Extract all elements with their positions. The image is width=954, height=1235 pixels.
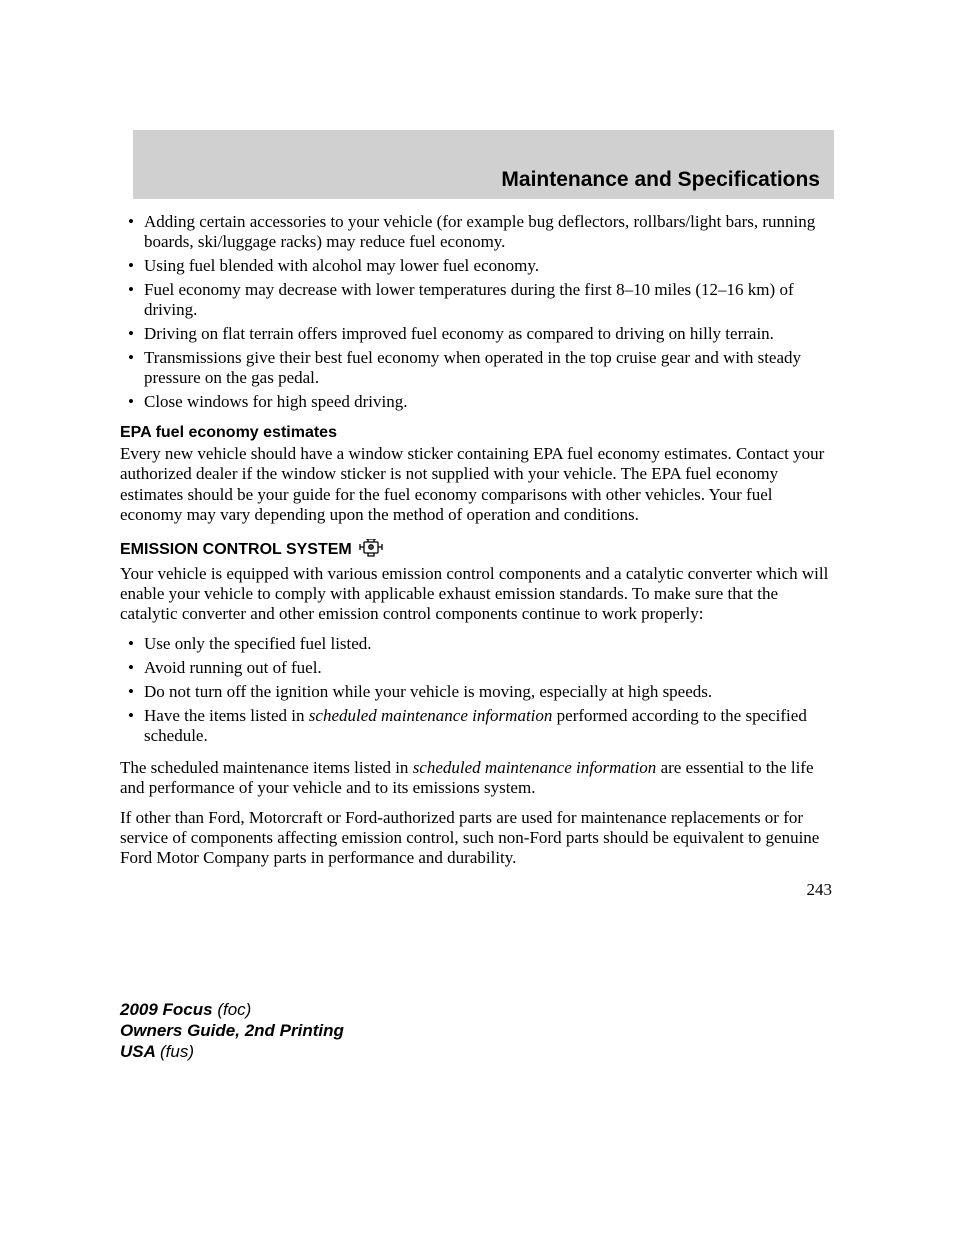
page-number: 243 bbox=[120, 880, 834, 900]
list-item: Transmissions give their best fuel econo… bbox=[120, 348, 834, 388]
footer-line1: 2009 Focus (foc) bbox=[120, 1000, 834, 1021]
para-text: The scheduled maintenance items listed i… bbox=[120, 758, 413, 777]
list-item: Close windows for high speed driving. bbox=[120, 392, 834, 412]
footer-bold: USA bbox=[120, 1042, 160, 1061]
emission-list: Use only the specified fuel listed. Avoi… bbox=[120, 634, 834, 746]
list-item: Have the items listed in scheduled maint… bbox=[120, 706, 834, 746]
bullet-text: Use only the specified fuel listed. bbox=[144, 634, 372, 653]
section-title: Maintenance and Specifications bbox=[501, 168, 820, 192]
list-item: Driving on flat terrain offers improved … bbox=[120, 324, 834, 344]
list-item: Fuel economy may decrease with lower tem… bbox=[120, 280, 834, 320]
emission-intro: Your vehicle is equipped with various em… bbox=[120, 564, 834, 624]
list-item: Avoid running out of fuel. bbox=[120, 658, 834, 678]
footer-italic: (foc) bbox=[217, 1000, 251, 1019]
bullet-italic: scheduled maintenance information bbox=[309, 706, 553, 725]
list-item: Do not turn off the ignition while your … bbox=[120, 682, 834, 702]
epa-paragraph: Every new vehicle should have a window s… bbox=[120, 444, 834, 524]
epa-heading: EPA fuel economy estimates bbox=[120, 424, 834, 442]
bullet-text: Have the items listed in bbox=[144, 706, 309, 725]
footer-line2: Owners Guide, 2nd Printing bbox=[120, 1021, 834, 1042]
emission-para3: If other than Ford, Motorcraft or Ford-a… bbox=[120, 808, 834, 868]
bullet-text: Avoid running out of fuel. bbox=[144, 658, 322, 677]
footer-bold: 2009 Focus bbox=[120, 1000, 217, 1019]
footer-block: 2009 Focus (foc) Owners Guide, 2nd Print… bbox=[120, 1000, 834, 1062]
engine-icon bbox=[358, 539, 384, 562]
section-header-bar: Maintenance and Specifications bbox=[133, 130, 834, 199]
document-page: Maintenance and Specifications Adding ce… bbox=[0, 0, 954, 1122]
footer-italic: (fus) bbox=[160, 1042, 194, 1061]
footer-line3: USA (fus) bbox=[120, 1042, 834, 1063]
emission-heading-row: EMISSION CONTROL SYSTEM bbox=[120, 539, 834, 562]
bullet-text: Do not turn off the ignition while your … bbox=[144, 682, 712, 701]
list-item: Use only the specified fuel listed. bbox=[120, 634, 834, 654]
fuel-economy-list: Adding certain accessories to your vehic… bbox=[120, 212, 834, 412]
emission-para2: The scheduled maintenance items listed i… bbox=[120, 758, 834, 798]
para-italic: scheduled maintenance information bbox=[413, 758, 657, 777]
list-item: Using fuel blended with alcohol may lowe… bbox=[120, 256, 834, 276]
list-item: Adding certain accessories to your vehic… bbox=[120, 212, 834, 252]
emission-heading: EMISSION CONTROL SYSTEM bbox=[120, 541, 352, 559]
